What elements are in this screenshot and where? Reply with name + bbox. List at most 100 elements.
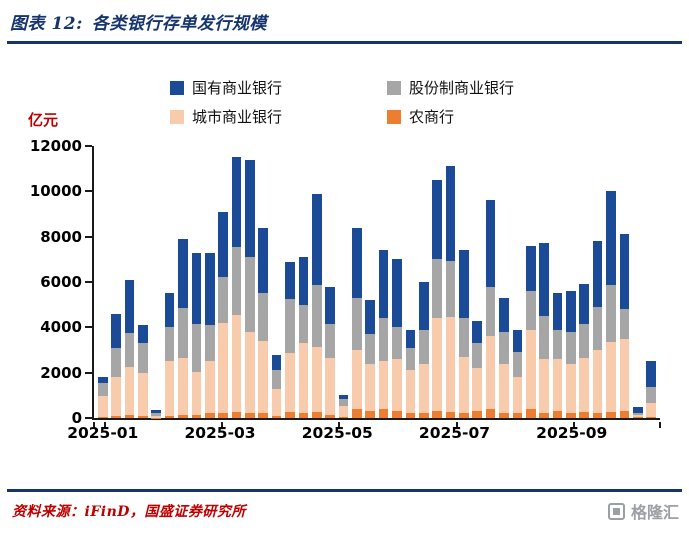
y-axis-tickmark [85,190,92,193]
bar [390,146,403,418]
bar-segment [138,372,148,416]
bar [457,146,470,418]
bar-segment [365,300,375,335]
bar-stack [525,245,536,418]
bar-segment [258,293,268,341]
bar-segment [97,377,108,383]
bar-segment [124,279,135,334]
bar-segment [285,299,295,354]
bar-stack [445,166,456,418]
bar-segment [245,413,255,418]
legend-label-state-owned: 国有商业银行 [192,79,283,97]
bar-segment [632,406,643,414]
bar-segment [619,234,630,310]
bar-segment [392,411,402,418]
bar-segment [218,413,228,418]
x-axis-tickmark [103,422,106,428]
legend-label-joint-stock: 股份制商业银行 [409,79,515,97]
bar-segment [606,191,616,286]
bar-segment [365,363,375,412]
bar [430,146,443,418]
figure-title: 图表 12: 各类银行存单发行规模 [10,9,267,34]
bar-segment [271,354,282,371]
bar-segment [311,412,322,418]
bar [364,146,377,418]
bar-segment [459,356,469,414]
legend-item-joint-stock-banks: 股份制商业银行 [387,77,514,98]
legend-item-rural-banks: 农商行 [387,106,514,127]
bar-segment [592,306,603,351]
bar-segment [285,353,295,413]
bar-segment [365,334,375,364]
bar-segment [405,370,416,414]
bar-segment [579,412,589,418]
x-axis-tickmark [455,422,458,428]
bar-segment [472,320,482,344]
bar-stack [178,238,188,418]
x-axis-tick-label: 2025-03 [184,424,256,442]
bar-stack [352,227,362,418]
bar-segment [512,352,523,378]
bar-segment [485,200,496,287]
bar-segment [204,325,215,362]
bar [497,146,510,418]
bar-segment [365,411,375,418]
y-axis-labels: 0 2000 4000 6000 8000 10000 12000 [0,138,82,426]
bar-segment [646,403,656,417]
x-axis-tickmark [659,422,661,428]
bar-segment [258,413,268,418]
bar-segment [646,416,656,418]
y-axis-tickmark [85,417,92,419]
bar-segment [418,282,429,330]
bar-segment [539,316,549,360]
bar-segment [352,297,362,351]
bar-stack [204,252,215,418]
legend-swatch-rural [387,109,402,124]
bar-segment [512,413,523,418]
bar-stack [552,293,563,418]
bar-segment [632,413,643,416]
bar-segment [432,411,442,418]
bar-segment [646,361,656,388]
watermark: 格隆汇 [607,499,679,523]
bar-segment [378,361,389,409]
bar-segment [579,357,589,413]
legend-label-rural: 农商行 [409,108,455,126]
bar-segment [445,317,456,413]
bar-segment [499,413,509,418]
bar-segment [525,245,536,292]
bar-stack [392,259,402,418]
bar-segment [311,285,322,347]
bar-segment [432,318,442,412]
bar-segment [632,417,643,418]
bar-segment [552,293,563,330]
bar [283,146,296,418]
bar-segment [151,413,161,416]
bar-segment [459,250,469,319]
bar-segment [285,261,295,300]
bar [216,146,229,418]
bar-segment [271,415,282,418]
bar-segment [606,412,616,418]
bar-segment [311,346,322,413]
bar-stack [311,193,322,418]
bar-segment [218,322,228,414]
bar-segment [231,157,242,247]
bar-stack [472,320,482,418]
bar-segment [124,333,135,368]
x-axis-tick-label: 2025-01 [67,424,139,442]
bar-stack [271,354,282,418]
y-axis-tick-label: 8000 [40,227,82,246]
bar-segment [191,414,202,418]
bar [230,146,243,418]
bar-segment [124,414,135,418]
bar-stack [619,234,630,418]
bar-segment [418,363,429,414]
bar-segment [97,416,108,418]
bar-segment [338,405,349,417]
bar-segment [512,329,523,353]
bar [511,146,524,418]
bar-segment [204,413,215,418]
bar-segment [138,415,148,418]
bar-segment [539,413,549,418]
